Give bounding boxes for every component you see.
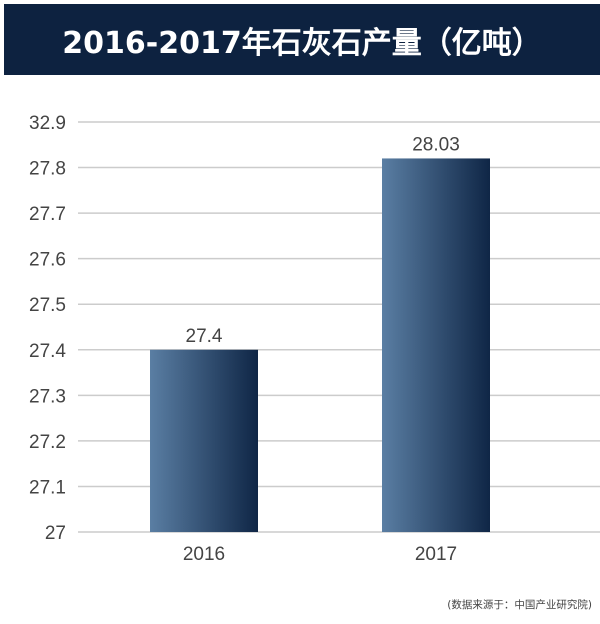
data-label: 28.03 xyxy=(412,134,460,155)
data-source-note: (数据来源于：中国产业研究院) xyxy=(447,599,592,611)
y-tick-label: 32.9 xyxy=(29,113,66,134)
bar-2016 xyxy=(150,349,258,532)
bar-2017 xyxy=(382,158,490,532)
y-tick-label: 27.5 xyxy=(29,295,66,316)
y-tick-label: 27 xyxy=(45,523,66,544)
y-tick-label: 27.3 xyxy=(29,386,66,407)
y-tick-label: 27.6 xyxy=(29,250,66,271)
data-label: 27.4 xyxy=(186,326,223,347)
y-tick-label: 27.8 xyxy=(29,159,66,180)
y-tick-label: 27.7 xyxy=(29,204,66,225)
x-tick-label: 2017 xyxy=(415,544,457,565)
y-tick-label: 27.4 xyxy=(29,341,66,362)
y-tick-label: 27.1 xyxy=(29,477,66,498)
y-tick-label: 27.2 xyxy=(29,432,66,453)
chart-title-bar: 2016-2017年石灰石产量（亿吨） xyxy=(4,4,600,75)
chart-title: 2016-2017年石灰石产量（亿吨） xyxy=(62,25,542,61)
x-tick-label: 2016 xyxy=(183,544,225,565)
